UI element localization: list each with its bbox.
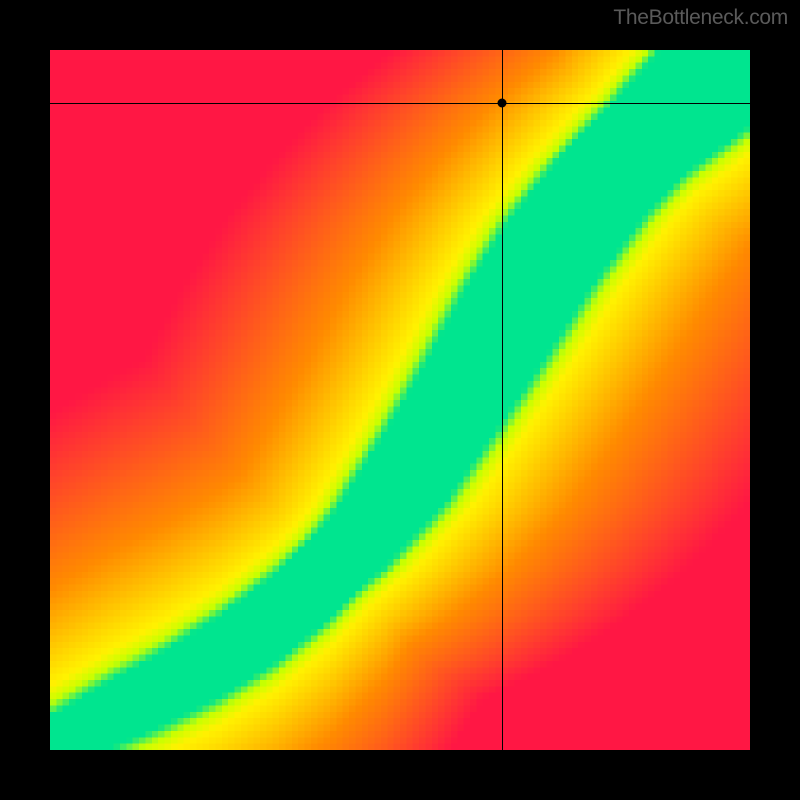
heatmap-canvas (50, 50, 750, 750)
plot-area (50, 50, 750, 750)
watermark-text: TheBottleneck.com (613, 6, 788, 30)
crosshair-horizontal (50, 103, 750, 104)
crosshair-vertical (502, 50, 503, 750)
crosshair-dot (497, 98, 506, 107)
